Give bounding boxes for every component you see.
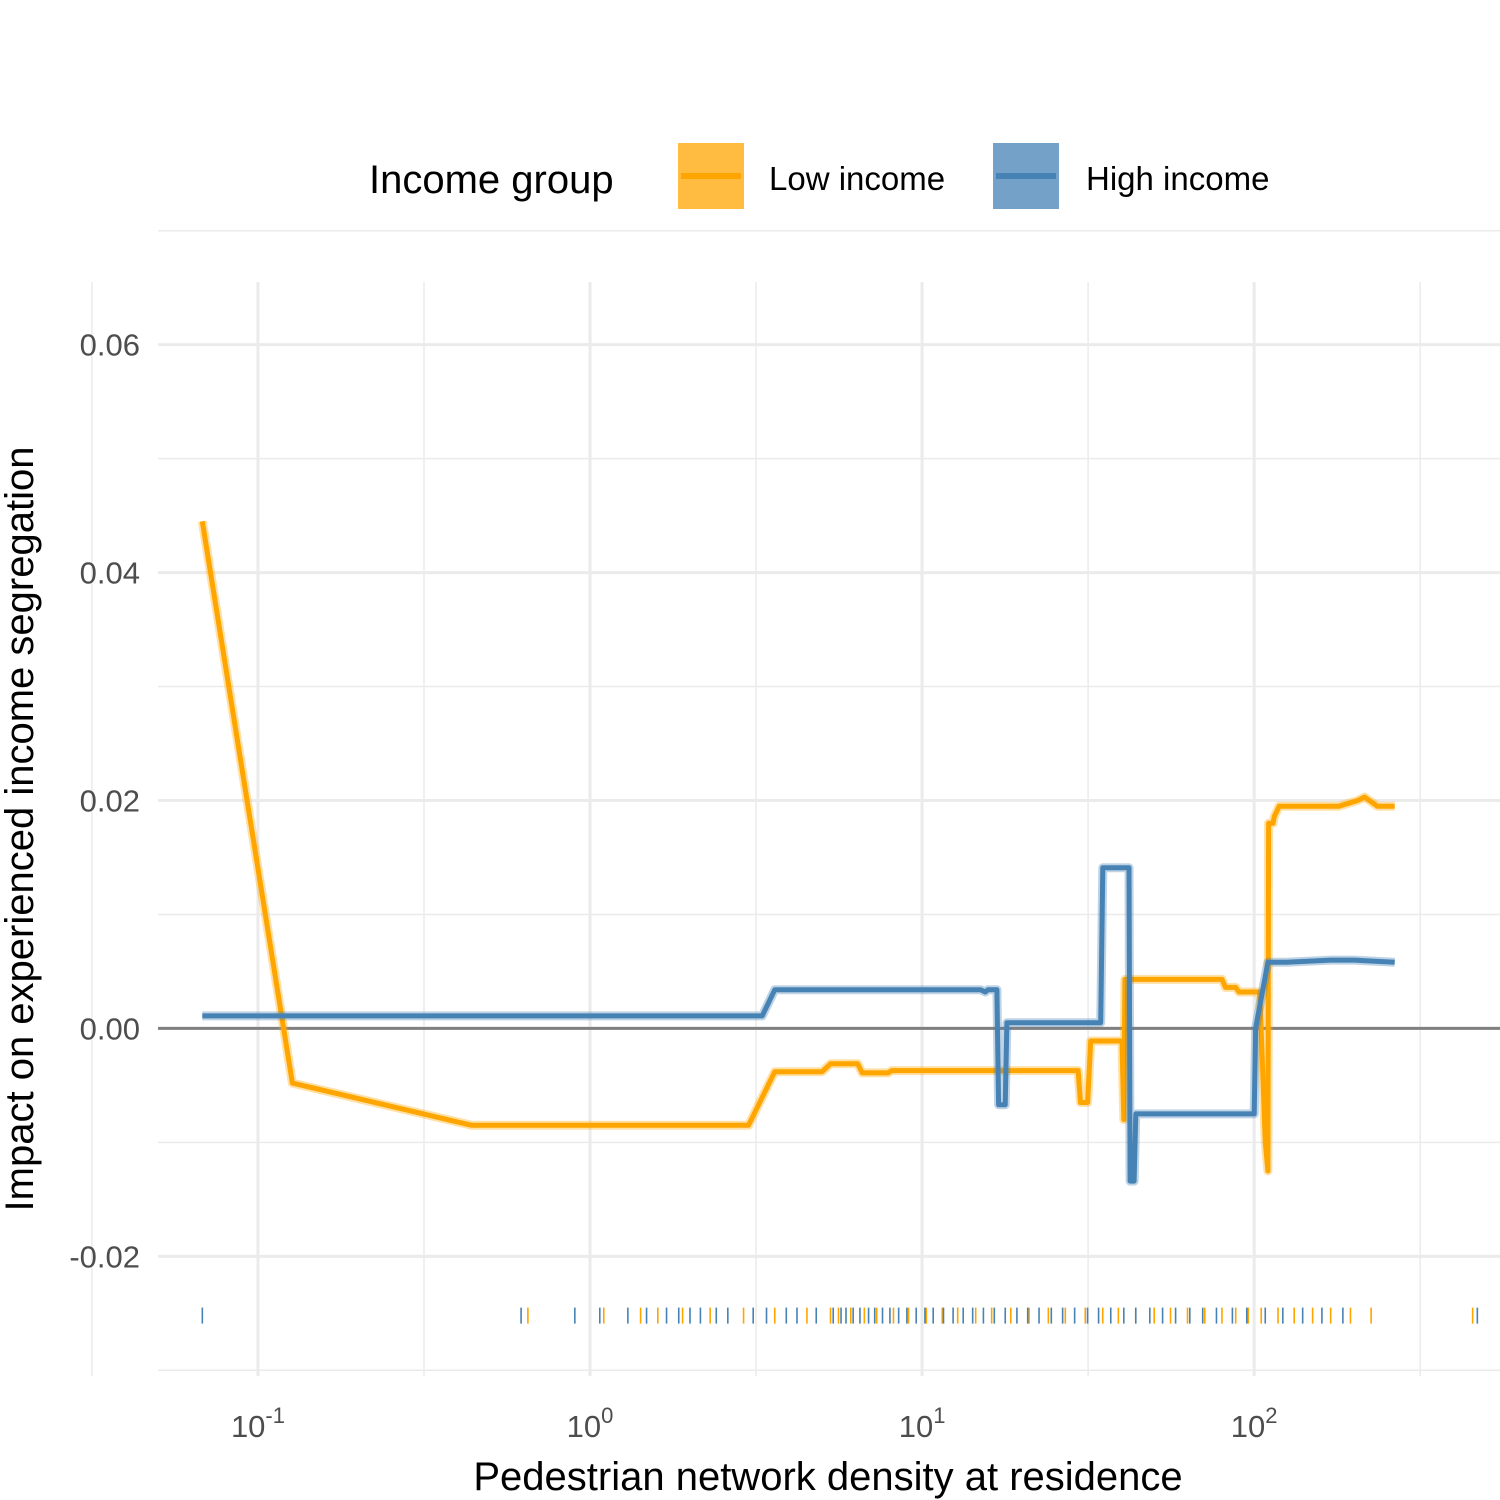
y-tick-label: 0.06: [80, 328, 140, 363]
y-tick-label: 0.04: [80, 556, 140, 591]
y-axis-title: Impact on experienced income segregation: [0, 447, 42, 1212]
legend-label-high-income: High income: [1086, 160, 1269, 197]
legend: Income group Low income High income: [369, 143, 1269, 209]
y-axis-tick-labels: -0.02 0.00 0.02 0.04 0.06: [69, 328, 140, 1275]
x-tick-label: 10-1: [231, 1403, 285, 1444]
y-tick-label: 0.00: [80, 1011, 140, 1046]
x-axis-title: Pedestrian network density at residence: [473, 1455, 1182, 1499]
y-tick-label: -0.02: [69, 1239, 140, 1274]
x-axis-tick-labels: 10-1 100 101 102: [231, 1403, 1278, 1444]
x-tick-label: 100: [567, 1403, 614, 1444]
legend-label-low-income: Low income: [769, 160, 945, 197]
legend-item-high-income: High income: [993, 143, 1269, 209]
series-line-low-income: [199, 520, 1395, 1174]
y-tick-label: 0.02: [80, 784, 140, 819]
legend-title: Income group: [369, 158, 614, 202]
series-lines: [197, 520, 1395, 1186]
series-line-high-income: [202, 865, 1395, 1184]
x-tick-label: 101: [899, 1403, 946, 1444]
legend-item-low-income: Low income: [678, 143, 945, 209]
minor-grid: [91, 229, 1500, 1376]
x-tick-label: 102: [1231, 1403, 1278, 1444]
rug-marks: [201, 1307, 1479, 1324]
